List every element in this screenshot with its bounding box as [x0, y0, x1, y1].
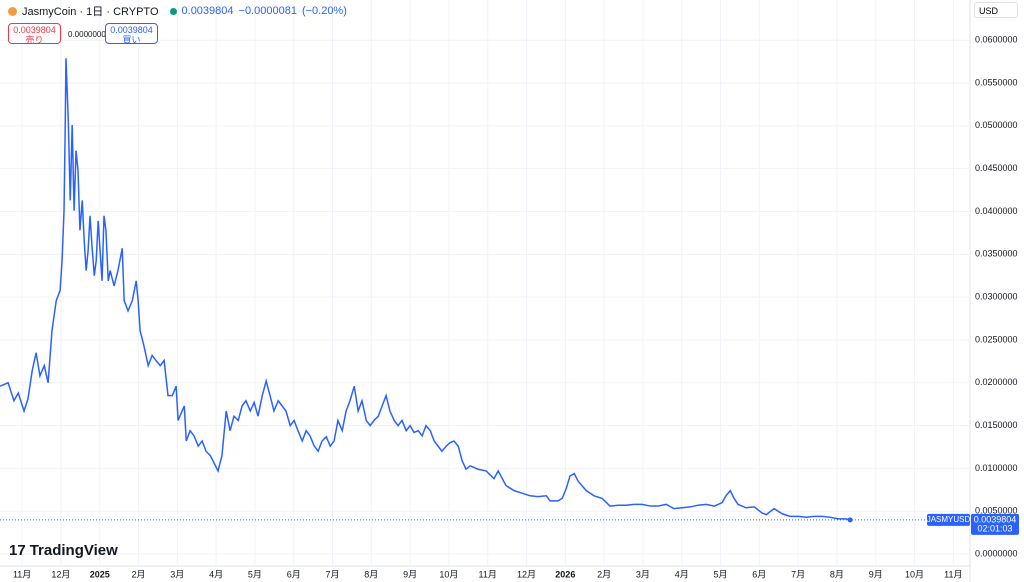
change-pct: (−0.20%)	[301, 5, 347, 17]
x-tick-label: 2月	[132, 569, 146, 579]
change: −0.0000081	[238, 5, 297, 17]
x-tick-label: 5月	[714, 569, 728, 579]
symbol[interactable]: JasmyCoin · 1日 · CRYPTO	[22, 6, 159, 18]
y-tick-label: 0.0100000	[975, 463, 1018, 473]
spread: 0.0000000	[68, 30, 106, 39]
x-tick-label: 2025	[90, 569, 110, 579]
x-tick-label: 3月	[170, 569, 184, 579]
x-tick-label: 11月	[13, 569, 31, 579]
y-tick-label: 0.0300000	[975, 292, 1018, 302]
sell-label: 売り	[25, 35, 44, 45]
x-tick-label: 11月	[479, 569, 497, 579]
x-tick-label: 6月	[287, 569, 301, 579]
last-point	[847, 517, 853, 523]
buy-price: 0.0039804	[110, 25, 153, 35]
price: 0.0039804	[181, 5, 234, 17]
y-axis-bg	[970, 0, 1024, 582]
countdown: 02:01:03	[977, 523, 1012, 533]
x-tick-label: 12月	[517, 569, 536, 579]
x-tick-label: 7月	[326, 569, 340, 579]
status-dot	[169, 7, 177, 15]
y-tick-label: 0.0050000	[975, 506, 1018, 516]
y-tick-label: 0.0000000	[975, 548, 1018, 558]
coin-icon	[8, 6, 17, 16]
x-tick-label: 10月	[439, 569, 458, 579]
price-tag-label: 0.0039804	[974, 514, 1017, 524]
x-tick-label: 12月	[51, 569, 70, 579]
x-tick-label: 2026	[555, 569, 575, 579]
logo: 17 TradingView	[9, 542, 118, 559]
x-tick-label: 11月	[944, 569, 962, 579]
x-tick-label: 2月	[597, 569, 611, 579]
sell-price: 0.0039804	[13, 25, 56, 35]
symbol-header: JasmyCoin · 1日 · CRYPTO 0.0039804 −0.000…	[8, 3, 347, 19]
y-tick-label: 0.0350000	[975, 249, 1018, 259]
logo-text: TradingView	[29, 542, 118, 559]
currency-button[interactable]: USD	[974, 2, 1018, 18]
x-tick-label: 4月	[209, 569, 223, 579]
x-tick-label: 8月	[830, 569, 844, 579]
buy-button[interactable]: 0.0039804 買い	[105, 23, 158, 45]
y-tick-label: 0.0450000	[975, 163, 1018, 173]
y-tick-label: 0.0250000	[975, 334, 1018, 344]
y-tick-label: 0.0550000	[975, 77, 1018, 87]
x-tick-label: 5月	[248, 569, 262, 579]
x-tick-label: 9月	[403, 569, 417, 579]
grid	[0, 0, 970, 566]
y-tick-label: 0.0600000	[975, 35, 1018, 45]
sell-button[interactable]: 0.0039804 売り	[8, 23, 61, 45]
x-tick-label: 8月	[364, 569, 378, 579]
y-tick-label: 0.0150000	[975, 420, 1018, 430]
y-tick-label: 0.0400000	[975, 206, 1018, 216]
buy-label: 買い	[122, 35, 141, 45]
x-tick-label: 4月	[675, 569, 689, 579]
x-tick-label: 10月	[905, 569, 924, 579]
x-tick-label: 9月	[869, 569, 883, 579]
price-line	[0, 58, 851, 521]
x-tick-label: 3月	[636, 569, 650, 579]
price-tag	[971, 513, 1019, 535]
logo-mark: 17	[9, 542, 26, 559]
symbol-tag	[927, 513, 970, 526]
x-tick-label: 7月	[791, 569, 805, 579]
y-tick-label: 0.0500000	[975, 120, 1018, 130]
y-tick-label: 0.0200000	[975, 377, 1018, 387]
x-tick-label: 6月	[752, 569, 766, 579]
symbol-tag-label: JASMYUSD	[927, 515, 971, 524]
